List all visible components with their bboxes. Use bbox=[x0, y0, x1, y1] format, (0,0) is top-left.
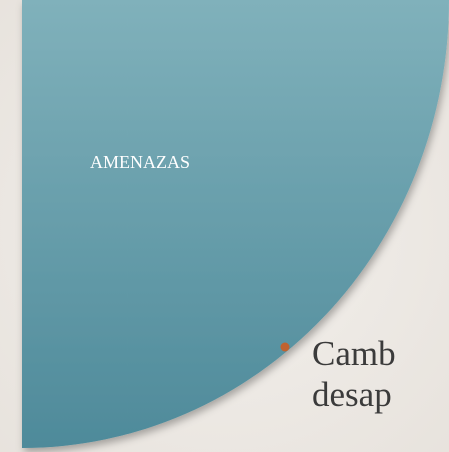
shape-label: AMENAZAS bbox=[90, 152, 190, 172]
bullet-line: Camb bbox=[312, 334, 396, 373]
bullet-line: desap bbox=[312, 375, 392, 414]
bullet-dot bbox=[280, 342, 290, 352]
quarter-circle-shape bbox=[22, 0, 449, 448]
